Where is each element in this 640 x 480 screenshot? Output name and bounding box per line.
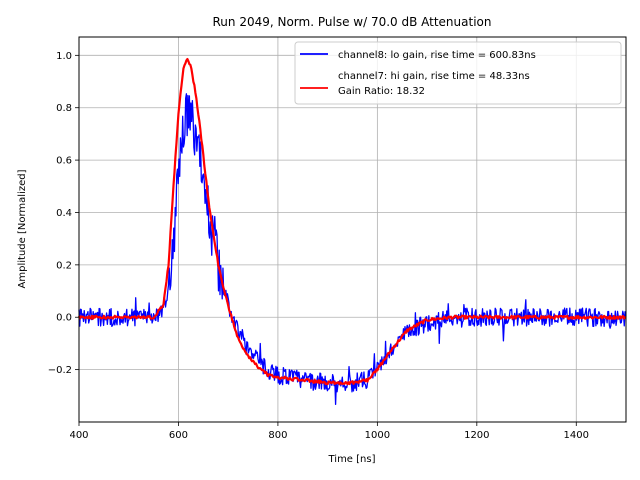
- x-tick-label: 1200: [464, 430, 489, 441]
- grid: [78, 37, 626, 422]
- legend-label-series-1: channel7: hi gain, rise time = 48.33ns: [338, 71, 530, 82]
- y-axis-label: Amplitude [Normalized]: [17, 169, 28, 288]
- x-tick-label: 1400: [564, 430, 589, 441]
- x-tick-label: 400: [69, 430, 88, 441]
- legend-box: [294, 41, 622, 105]
- legend-label-series-0: channel8: lo gain, rise time = 600.83ns: [338, 50, 536, 61]
- legend-annotation-gain-ratio: Gain Ratio: 18.32: [338, 86, 425, 97]
- y-tick-label: 0.0: [56, 313, 72, 324]
- x-axis-label: Time [ns]: [327, 454, 375, 465]
- y-tick-label: 1.0: [56, 51, 72, 62]
- y-tick-label: 0.8: [56, 103, 72, 114]
- x-tick-label: 600: [169, 430, 188, 441]
- legend: channel8: lo gain, rise time = 600.83ns …: [294, 41, 622, 105]
- y-tick-label: 0.6: [56, 156, 72, 167]
- plot-frame: [78, 36, 627, 423]
- x-tick-label: 800: [268, 430, 287, 441]
- chart-title: Run 2049, Norm. Pulse w/ 70.0 dB Attenua…: [213, 15, 492, 29]
- y-tick-label: −0.2: [48, 365, 72, 376]
- x-axis: 400 600 800 1000 1200 1400: [69, 422, 589, 441]
- series-layer: [77, 57, 627, 405]
- series-line-0: [78, 93, 627, 405]
- y-axis: −0.2 0.0 0.2 0.4 0.6 0.8 1.0: [48, 51, 79, 376]
- series-line-1: [77, 57, 627, 386]
- x-tick-label: 1000: [365, 430, 390, 441]
- y-tick-label: 0.4: [56, 208, 72, 219]
- y-tick-label: 0.2: [56, 260, 72, 271]
